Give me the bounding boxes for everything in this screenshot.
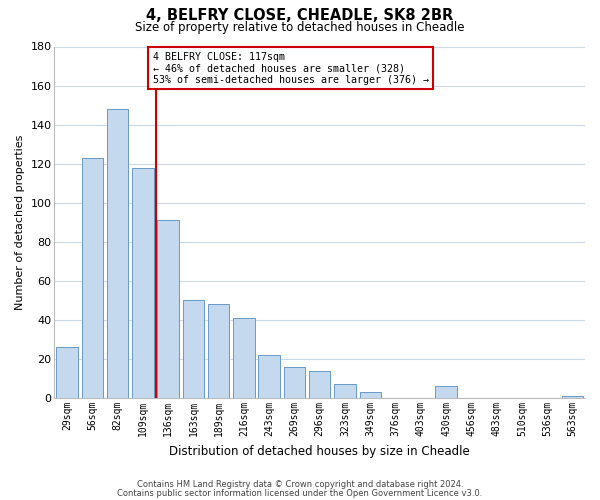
Bar	[259, 355, 280, 398]
Bar	[132, 168, 154, 398]
Bar	[157, 220, 179, 398]
Bar	[309, 371, 331, 398]
Y-axis label: Number of detached properties: Number of detached properties	[15, 134, 25, 310]
Bar	[359, 392, 381, 398]
Bar	[56, 348, 78, 398]
Bar	[208, 304, 229, 398]
Text: Contains public sector information licensed under the Open Government Licence v3: Contains public sector information licen…	[118, 489, 482, 498]
Bar	[182, 300, 204, 398]
Bar	[436, 386, 457, 398]
Text: 4, BELFRY CLOSE, CHEADLE, SK8 2BR: 4, BELFRY CLOSE, CHEADLE, SK8 2BR	[146, 8, 454, 22]
Text: Size of property relative to detached houses in Cheadle: Size of property relative to detached ho…	[135, 22, 465, 35]
Bar	[107, 109, 128, 398]
X-axis label: Distribution of detached houses by size in Cheadle: Distribution of detached houses by size …	[169, 444, 470, 458]
Text: Contains HM Land Registry data © Crown copyright and database right 2024.: Contains HM Land Registry data © Crown c…	[137, 480, 463, 489]
Bar	[82, 158, 103, 398]
Bar	[562, 396, 583, 398]
Bar	[233, 318, 254, 398]
Bar	[334, 384, 356, 398]
Bar	[284, 367, 305, 398]
Text: 4 BELFRY CLOSE: 117sqm
← 46% of detached houses are smaller (328)
53% of semi-de: 4 BELFRY CLOSE: 117sqm ← 46% of detached…	[152, 52, 428, 85]
